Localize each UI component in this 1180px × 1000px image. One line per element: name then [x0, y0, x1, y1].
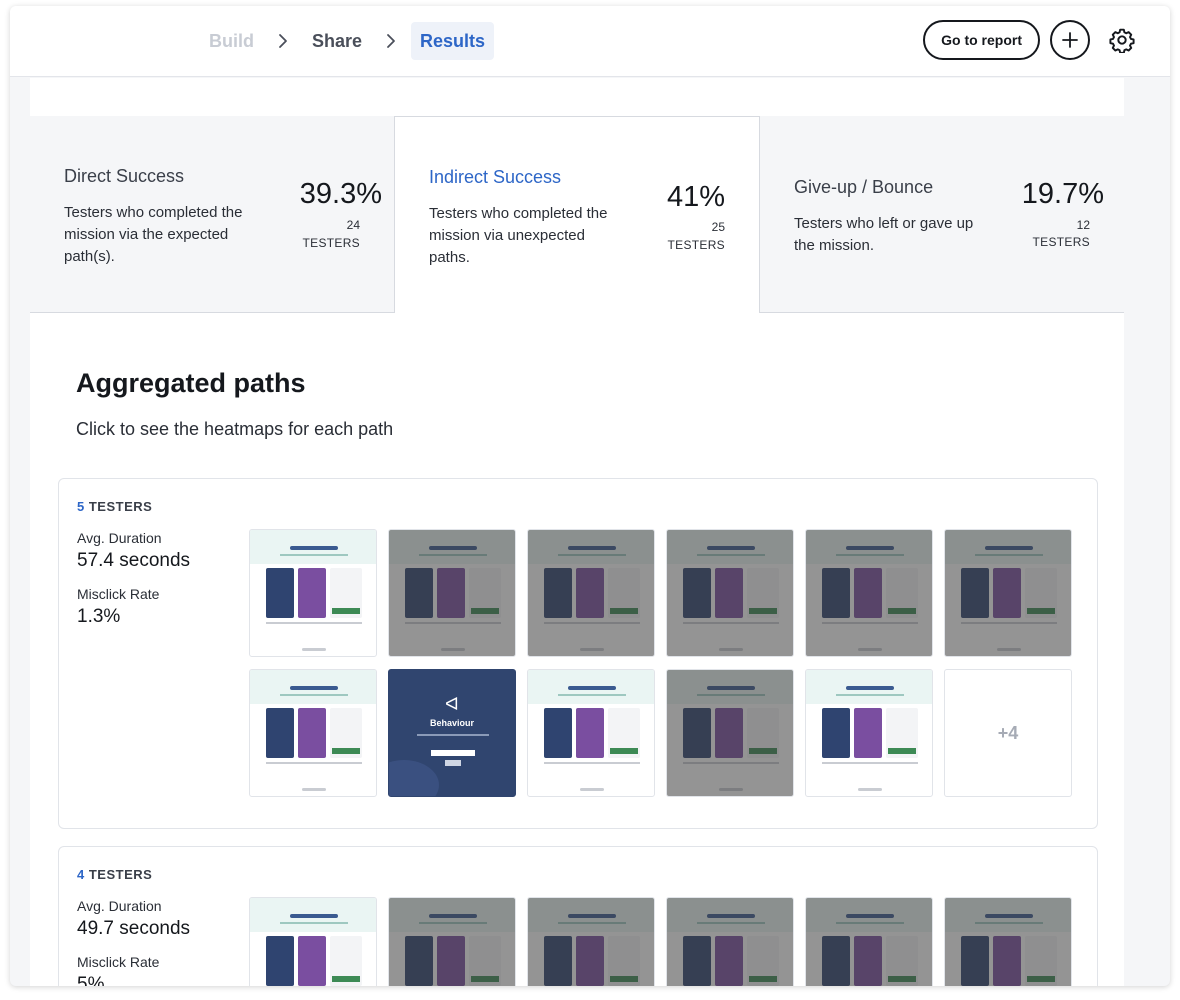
card-percent: 39.3%	[299, 178, 382, 210]
screen-thumbnail[interactable]	[527, 529, 655, 657]
screen-thumbnail[interactable]	[944, 897, 1072, 986]
screen-thumbnail[interactable]	[388, 897, 516, 986]
card-direct-success[interactable]: Direct Success Testers who completed the…	[30, 116, 394, 313]
card-title: Give-up / Bounce	[794, 177, 934, 197]
chevron-right-icon	[371, 22, 411, 60]
breadcrumb-build[interactable]: Build	[209, 31, 254, 51]
misclick-label: Misclick Rate	[77, 954, 160, 970]
screen-thumbnail[interactable]	[527, 897, 655, 986]
testers-unit: TESTERS	[88, 499, 153, 514]
behaviour-logo-icon: ᐊ	[445, 694, 459, 714]
screen-thumbnail[interactable]	[666, 669, 794, 797]
card-unit: TESTERS	[1032, 235, 1090, 249]
breadcrumb-share[interactable]: Share	[312, 31, 363, 51]
breadcrumb: Build Share Results	[200, 22, 495, 60]
card-title: Direct Success	[64, 166, 185, 186]
app-window: Build Share Results Go to report	[10, 6, 1170, 986]
card-percent: 41%	[666, 181, 725, 213]
card-description: Testers who completed the mission via th…	[64, 204, 243, 265]
card-unit: TESTERS	[667, 238, 725, 252]
content-top-strip	[30, 78, 1124, 116]
screen-thumbnail[interactable]	[805, 529, 933, 657]
duration-label: Avg. Duration	[77, 530, 162, 546]
path-testers-count: 5 TESTERS	[77, 499, 152, 514]
brand-name: Behaviour	[429, 718, 474, 728]
more-count: +4	[997, 722, 1019, 743]
screen-thumbnail[interactable]	[249, 897, 377, 986]
card-description: Testers who completed the mission via un…	[429, 205, 608, 266]
duration-label: Avg. Duration	[77, 898, 162, 914]
card-title: Indirect Success	[429, 167, 562, 187]
card-give-up-bounce[interactable]: Give-up / Bounce Testers who left or gav…	[759, 116, 1124, 313]
duration-value: 49.7 seconds	[77, 918, 191, 939]
card-count: 12	[1076, 218, 1090, 232]
add-button[interactable]	[1050, 20, 1090, 60]
results-content: Direct Success Testers who completed the…	[30, 78, 1124, 986]
breadcrumb-results[interactable]: Results	[411, 22, 495, 60]
card-percent: 19.7%	[1021, 178, 1104, 210]
card-unit: TESTERS	[302, 236, 360, 250]
card-indirect-success[interactable]: Indirect Success Testers who completed t…	[394, 116, 760, 313]
card-count: 25	[711, 220, 725, 234]
testers-count: 4	[77, 867, 85, 882]
misclick-label: Misclick Rate	[77, 586, 160, 602]
path-testers-count: 4 TESTERS	[77, 867, 152, 882]
duration-value: 57.4 seconds	[77, 550, 191, 571]
misclick-value: 1.3%	[77, 606, 121, 627]
testers-unit: TESTERS	[88, 867, 153, 882]
plus-icon	[1062, 32, 1078, 48]
section-title: Aggregated paths	[76, 368, 306, 398]
summary-cards: Direct Success Testers who completed the…	[30, 116, 1124, 313]
screen-thumbnail[interactable]	[527, 669, 655, 797]
screen-thumbnail[interactable]	[805, 897, 933, 986]
chevron-right-icon	[263, 22, 303, 60]
settings-button[interactable]	[1102, 20, 1142, 60]
screen-thumbnail[interactable]	[944, 529, 1072, 657]
screen-thumbnail-welcome[interactable]: ᐊ Behaviour	[388, 669, 516, 797]
gear-icon	[1109, 28, 1135, 53]
screen-thumbnail[interactable]	[666, 897, 794, 986]
screen-thumbnail[interactable]	[249, 529, 377, 657]
header-actions: Go to report	[923, 20, 1142, 60]
testers-count: 5	[77, 499, 85, 514]
misclick-value: 5%	[77, 974, 105, 986]
screen-thumbnail[interactable]	[249, 669, 377, 797]
screen-thumbnail[interactable]	[805, 669, 933, 797]
screen-thumbnail[interactable]	[388, 529, 516, 657]
more-screens-tile[interactable]: +4	[944, 669, 1072, 797]
card-count: 24	[346, 218, 360, 232]
section-subtitle: Click to see the heatmaps for each path	[76, 419, 394, 439]
screen-thumbnail[interactable]	[666, 529, 794, 657]
top-bar: Build Share Results Go to report	[10, 6, 1170, 77]
card-description: Testers who left or gave up the mission.	[794, 215, 974, 254]
path-group: 4 TESTERS Avg. Duration 49.7 seconds Mis…	[58, 846, 1098, 986]
path-group: 5 TESTERS Avg. Duration 57.4 seconds Mis…	[58, 478, 1098, 829]
go-to-report-button[interactable]: Go to report	[923, 20, 1040, 60]
